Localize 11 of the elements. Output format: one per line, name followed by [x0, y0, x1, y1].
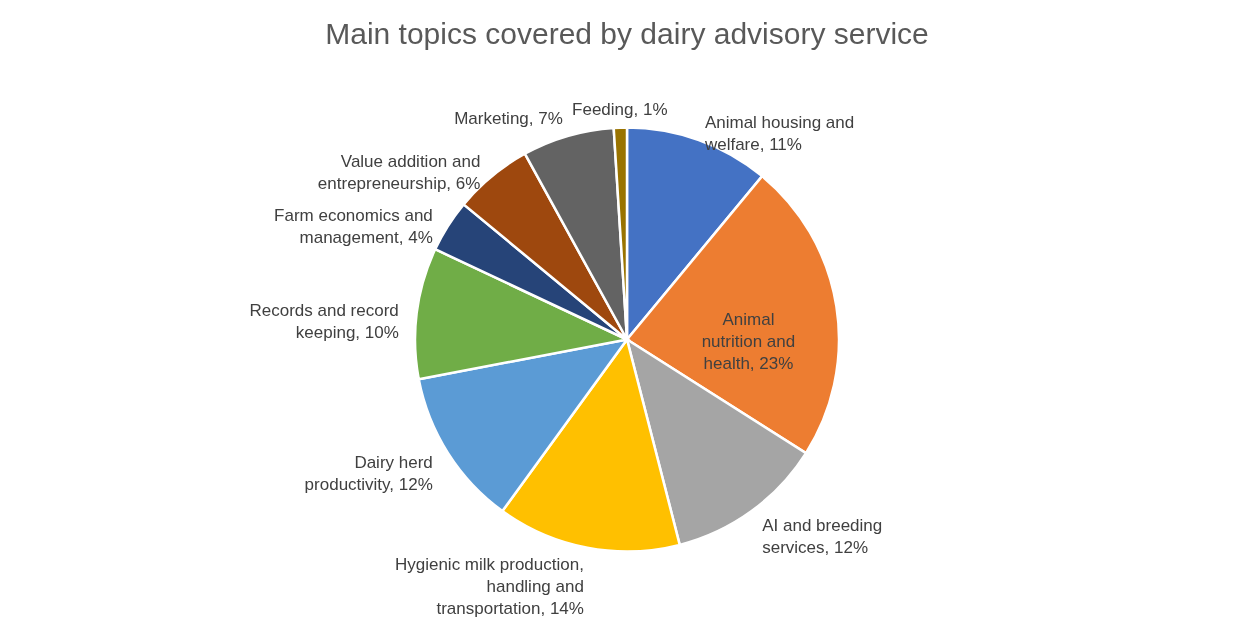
slice-label: Animal housing and welfare, 11%	[703, 113, 855, 155]
slice-label: Dairy herd productivity, 12%	[304, 452, 433, 494]
chart-title: Main topics covered by dairy advisory service	[325, 17, 929, 50]
slice-label: Hygienic milk production, handling and transportation, 14%	[394, 555, 584, 619]
slice-label: Farm economics and management, 4%	[274, 206, 433, 248]
slice-label: Feeding, 1%	[572, 99, 668, 119]
slice-label: Animal nutrition and health, 23%	[701, 310, 796, 374]
slice-label: AI and breeding services, 12%	[762, 515, 883, 557]
slice-label: Value addition and entrepreneurship, 6%	[317, 152, 481, 194]
slice-label: Records and record keeping, 10%	[249, 300, 399, 342]
slice-label: Marketing, 7%	[454, 108, 563, 128]
